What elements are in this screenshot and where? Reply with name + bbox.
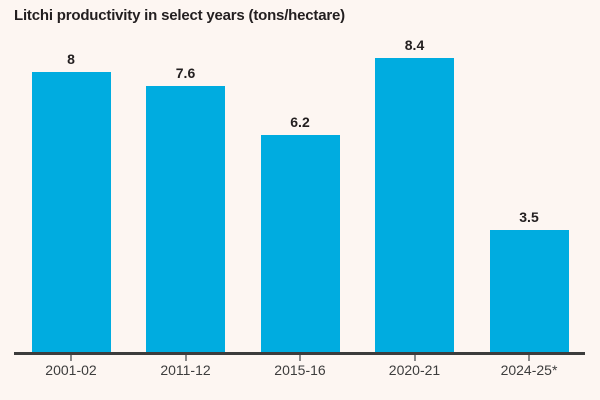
x-axis-category-label: 2024-25* [500,362,558,378]
bar-2001-02 [31,72,111,352]
bar-value-label: 3.5 [519,208,539,225]
bar-value-label: 8 [67,51,75,67]
x-axis-line [14,352,585,355]
chart-title: Litchi productivity in select years (ton… [14,7,345,24]
bar-2024-25 [489,229,569,352]
x-axis-tick [70,355,72,361]
bar-value-label: 8.4 [404,37,425,53]
x-axis-tick [413,355,416,361]
x-axis-tick [184,355,187,361]
bar-2020-21 [375,58,454,352]
x-axis-category-label: 2011-12 [160,362,211,378]
bar-value-label: 7.6 [175,65,196,81]
bar-2011-12 [146,86,225,352]
bar-value-label: 6.2 [290,114,310,130]
bar-2015-16 [260,135,340,352]
x-axis-category-label: 2001-02 [45,362,97,378]
x-axis-category-label: 2020-21 [388,362,441,378]
x-axis-category-label: 2015-16 [274,362,326,378]
x-axis-tick [528,355,530,361]
x-axis-tick [299,355,301,361]
